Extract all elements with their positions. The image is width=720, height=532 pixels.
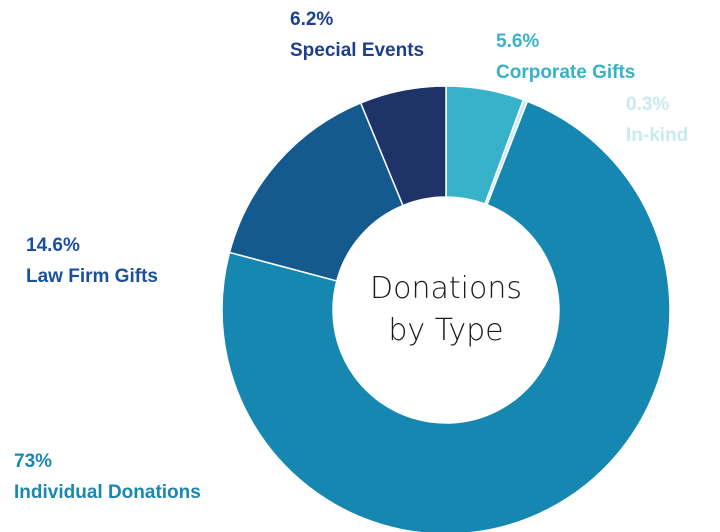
value-label: 6.2% — [290, 9, 333, 30]
donut-slice — [359, 85, 447, 207]
value-label: 14.6% — [26, 235, 80, 256]
value-label: 5.6% — [496, 31, 539, 52]
donut-slice — [228, 101, 404, 282]
value-label: 0.3% — [626, 94, 669, 115]
chart-title: Donations by Type — [370, 271, 522, 348]
category-label: Law Firm Gifts — [26, 266, 158, 287]
category-label: Special Events — [290, 40, 424, 61]
category-label: Individual Donations — [14, 482, 201, 503]
donut-slice — [221, 100, 671, 532]
value-label: 73% — [14, 451, 52, 472]
category-label: In-kind — [626, 125, 688, 146]
category-label: Corporate Gifts — [496, 62, 635, 83]
